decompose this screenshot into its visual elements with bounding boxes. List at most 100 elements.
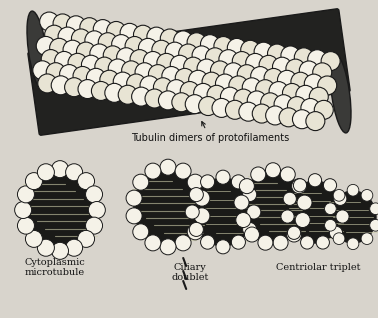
Text: Ciliary
doublet: Ciliary doublet: [171, 263, 209, 282]
Circle shape: [187, 174, 203, 190]
Circle shape: [361, 233, 373, 245]
Circle shape: [219, 50, 238, 69]
Circle shape: [107, 22, 125, 40]
Circle shape: [269, 82, 288, 100]
Ellipse shape: [193, 178, 253, 246]
Circle shape: [85, 31, 104, 50]
Circle shape: [301, 99, 320, 117]
Circle shape: [158, 91, 177, 110]
Circle shape: [88, 202, 105, 218]
Circle shape: [273, 235, 288, 250]
Circle shape: [280, 167, 295, 182]
Circle shape: [239, 102, 258, 121]
Circle shape: [329, 226, 342, 239]
Circle shape: [77, 173, 94, 190]
Circle shape: [316, 236, 329, 249]
Circle shape: [170, 55, 189, 74]
Circle shape: [135, 63, 154, 82]
Circle shape: [254, 42, 273, 61]
Circle shape: [231, 235, 245, 249]
Circle shape: [347, 184, 359, 196]
Circle shape: [318, 76, 337, 95]
Circle shape: [165, 42, 184, 61]
Circle shape: [51, 161, 68, 178]
Circle shape: [145, 89, 164, 108]
Circle shape: [247, 91, 266, 110]
Circle shape: [25, 230, 42, 247]
Circle shape: [251, 167, 266, 182]
Circle shape: [179, 44, 198, 63]
Circle shape: [45, 25, 64, 44]
Circle shape: [180, 81, 199, 100]
Circle shape: [245, 227, 259, 242]
Circle shape: [93, 20, 112, 38]
Circle shape: [229, 76, 248, 95]
Circle shape: [152, 40, 171, 59]
Circle shape: [211, 61, 229, 80]
Circle shape: [160, 159, 176, 175]
Circle shape: [236, 212, 251, 228]
Circle shape: [113, 72, 132, 91]
Circle shape: [66, 164, 83, 181]
Text: Cytoplasmic
microtubule: Cytoplasmic microtubule: [25, 258, 85, 277]
Circle shape: [200, 35, 220, 54]
Circle shape: [241, 40, 260, 59]
Text: Centriolar triplet: Centriolar triplet: [276, 263, 360, 272]
Circle shape: [189, 222, 203, 237]
Circle shape: [370, 203, 378, 215]
Circle shape: [299, 61, 318, 80]
Circle shape: [301, 236, 314, 249]
Circle shape: [51, 242, 68, 259]
Circle shape: [216, 240, 230, 254]
Circle shape: [333, 233, 345, 245]
Circle shape: [85, 186, 102, 203]
Circle shape: [132, 87, 150, 106]
Circle shape: [184, 57, 203, 76]
Ellipse shape: [134, 168, 202, 246]
Circle shape: [126, 190, 142, 206]
Circle shape: [15, 202, 32, 218]
Circle shape: [256, 80, 275, 99]
Circle shape: [291, 72, 310, 91]
Circle shape: [287, 227, 302, 242]
Circle shape: [33, 61, 52, 80]
Ellipse shape: [27, 11, 48, 90]
Circle shape: [266, 106, 285, 125]
Circle shape: [273, 57, 291, 76]
Circle shape: [212, 98, 231, 117]
Ellipse shape: [330, 54, 351, 133]
Circle shape: [37, 164, 54, 181]
Circle shape: [162, 66, 181, 86]
Circle shape: [294, 48, 313, 67]
FancyBboxPatch shape: [28, 9, 350, 135]
Circle shape: [58, 27, 77, 46]
Circle shape: [306, 112, 325, 131]
Circle shape: [125, 37, 144, 55]
Circle shape: [333, 190, 345, 201]
Circle shape: [38, 74, 57, 93]
Circle shape: [63, 40, 82, 59]
Circle shape: [321, 52, 340, 71]
Circle shape: [87, 68, 105, 87]
Circle shape: [202, 72, 221, 91]
Circle shape: [370, 219, 378, 231]
Circle shape: [277, 70, 296, 89]
Circle shape: [293, 110, 311, 129]
Circle shape: [288, 97, 307, 115]
Circle shape: [325, 219, 336, 231]
Circle shape: [361, 190, 373, 201]
Circle shape: [103, 46, 122, 65]
Circle shape: [175, 68, 194, 87]
Circle shape: [160, 29, 179, 48]
Circle shape: [258, 235, 273, 250]
Circle shape: [201, 235, 215, 249]
Circle shape: [314, 100, 333, 119]
Circle shape: [85, 217, 102, 234]
Circle shape: [105, 83, 124, 102]
Circle shape: [76, 42, 95, 61]
Circle shape: [198, 97, 218, 115]
Circle shape: [147, 27, 166, 46]
Circle shape: [239, 179, 254, 194]
Ellipse shape: [24, 170, 96, 250]
Circle shape: [282, 83, 302, 102]
